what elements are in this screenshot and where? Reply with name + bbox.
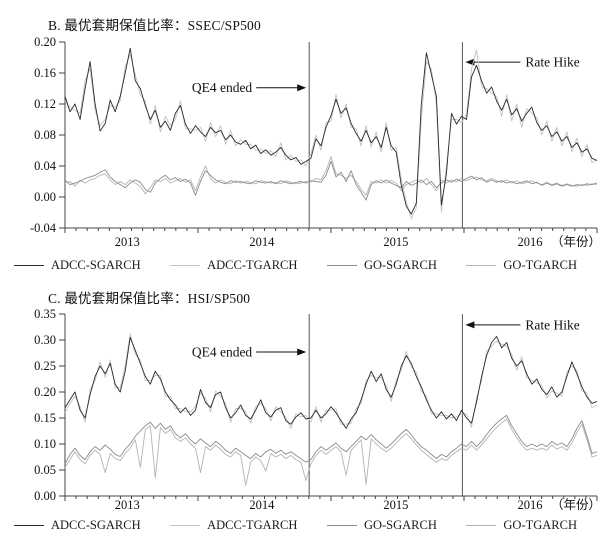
arrow-head-icon	[297, 84, 307, 92]
legend-label: ADCC-TGARCH	[207, 258, 298, 272]
x-tick-label: 2014	[249, 235, 275, 249]
y-tick-label: 0.10	[34, 437, 56, 451]
legend-item: ADCC-TGARCH	[170, 258, 297, 273]
legend-line-sample	[466, 264, 497, 267]
legend-line-sample	[466, 524, 497, 527]
x-tick-label: 2013	[115, 498, 140, 512]
legend-label: GO-SGARCH	[363, 518, 437, 532]
legend-label: GO-SGARCH	[363, 258, 437, 272]
legend-line-sample	[14, 524, 44, 527]
x-tick-label: 2014	[249, 498, 275, 512]
legend-item: ADCC-TGARCH	[170, 518, 297, 533]
panel-b-title: B. 最优套期保值比率：SSEC/SP500	[48, 18, 261, 33]
x-tick-label: 2016	[517, 235, 542, 249]
legend-label: GO-TGARCH	[503, 258, 577, 272]
series-line-adcc-tgarch	[64, 333, 598, 429]
annotation-text: Rate Hike	[525, 55, 579, 70]
legend-line-sample	[170, 264, 201, 267]
y-tick-label: 0.00	[34, 190, 56, 204]
panel-c-plot: 0.35 0.30 0.25 0.20 0.15 0.10 0.05 0.00 2013 2014…	[34, 307, 601, 512]
y-tick-label: 0.35	[34, 307, 56, 321]
annotation-text: QE4 ended	[192, 344, 253, 359]
y-tick-label: 0.12	[34, 97, 56, 111]
arrow-head-icon	[465, 58, 475, 66]
x-axis-unit-label: （年份）	[551, 498, 601, 512]
legend-item: GO-SGARCH	[326, 518, 437, 533]
x-tick-label: 2016	[517, 498, 542, 512]
legend-item: GO-TGARCH	[466, 258, 577, 273]
y-tick-label: 0.16	[34, 66, 56, 80]
legend-line-sample	[326, 524, 357, 527]
annotation-text: QE4 ended	[192, 80, 253, 95]
y-tick-label: -0.04	[30, 221, 57, 235]
arrow-head-icon	[297, 348, 307, 356]
annotation-text: Rate Hike	[525, 317, 579, 332]
panel-c-title: C. 最优套期保值比率：HSI/SP500	[48, 291, 251, 306]
legend-line-sample	[14, 264, 44, 267]
series-line-go-tgarch	[64, 418, 598, 487]
legend-label: ADCC-SGARCH	[51, 258, 141, 272]
series-line-go-tgarch	[64, 156, 598, 196]
y-tick-label: 0.04	[34, 159, 57, 173]
series-line-adcc-sgarch	[64, 335, 598, 429]
legend-line-sample	[326, 264, 357, 267]
legend-item: GO-SGARCH	[326, 258, 437, 273]
axes	[64, 42, 597, 229]
legend-label: ADCC-SGARCH	[51, 518, 141, 532]
legend-line-sample	[170, 524, 201, 527]
axes	[64, 314, 597, 497]
series-line-go-sgarch	[64, 160, 598, 201]
x-tick-label: 2013	[115, 235, 140, 249]
y-tick-label: 0.20	[34, 35, 56, 49]
y-tick-label: 0.25	[34, 359, 56, 373]
panel-b-plot: 0.20 0.16 0.12 0.08 0.04 0.00 -0.04 2013 2014 201…	[30, 35, 601, 249]
y-tick-label: 0.08	[34, 128, 56, 142]
arrow-head-icon	[465, 321, 475, 329]
y-tick-label: 0.30	[34, 333, 56, 347]
legend-label: ADCC-TGARCH	[207, 518, 298, 532]
y-tick-label: 0.00	[34, 489, 56, 503]
legend-item: ADCC-SGARCH	[14, 258, 141, 273]
y-tick-label: 0.15	[34, 411, 56, 425]
legend-item: GO-TGARCH	[466, 518, 577, 533]
y-tick-label: 0.05	[34, 463, 56, 477]
y-tick-label: 0.20	[34, 385, 56, 399]
legend-label: GO-TGARCH	[503, 518, 577, 532]
panel-b-legend: ADCC-SGARCH ADCC-TGARCH GO-SGARCH GO-TGA…	[0, 258, 615, 273]
legend-item: ADCC-SGARCH	[14, 518, 141, 533]
panel-c-legend: ADCC-SGARCH ADCC-TGARCH GO-SGARCH GO-TGA…	[0, 518, 615, 533]
series-line-go-sgarch	[64, 414, 598, 465]
series-line-adcc-sgarch	[64, 47, 598, 215]
x-axis-unit-label: （年份）	[551, 235, 601, 249]
x-tick-label: 2015	[383, 235, 408, 249]
x-tick-label: 2015	[383, 498, 408, 512]
